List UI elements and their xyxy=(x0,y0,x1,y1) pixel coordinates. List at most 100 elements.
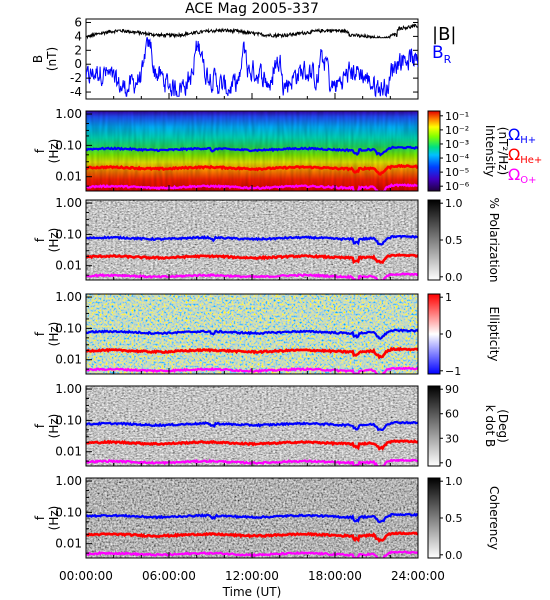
x-axis-label: Time (UT) xyxy=(222,585,282,599)
gyro-line-h xyxy=(86,328,418,340)
colorbar xyxy=(427,477,441,559)
colorbar xyxy=(427,110,441,192)
spec-ytick-label: 0.01 xyxy=(55,259,82,273)
gyro-line-h xyxy=(86,145,418,157)
colorbar-tick-label: 10⁻⁴ xyxy=(445,152,470,165)
gyro-legend-o-sub: O+ xyxy=(520,175,536,186)
gyro-legend-h-sub: H+ xyxy=(520,135,536,146)
b-ylabel: B xyxy=(31,55,45,63)
spec-ytick-label: 0.10 xyxy=(55,413,82,427)
colorbar-tick-label: 60 xyxy=(445,408,459,421)
colorbar-label: Ellipticity xyxy=(487,307,501,362)
x-ticklabel: 12:00:00 xyxy=(225,569,279,583)
colorbar-tick-label: 10⁻⁶ xyxy=(445,180,470,193)
colorbar-tick-label: 1.0 xyxy=(445,475,463,488)
x-axis-ticklabels: 00:00:00 06:00:00 12:00:00 18:00:00 24:00:00 xyxy=(59,569,445,583)
spec-ylabel: f xyxy=(33,331,47,336)
x-ticklabel: 06:00:00 xyxy=(142,569,196,583)
colorbar-tick-label: 10⁻⁵ xyxy=(445,166,469,179)
spec-yunit: (Hz) xyxy=(47,322,61,347)
colorbar-tick-label: 0.5 xyxy=(445,512,463,525)
colorbar-tick-label: 0.5 xyxy=(445,234,463,247)
spec-panel-spectral-intensity: 1.00 0.10 0.01 f (Hz) 10⁻¹10⁻²10⁻³10⁻⁴10⁻⁵10⁻… xyxy=(33,107,510,193)
b-ytick-label: 4 xyxy=(74,29,82,43)
gyro-legend-o-symbol: Ω xyxy=(508,165,520,184)
spec-yunit: (Hz) xyxy=(47,414,61,439)
bmag-legend: |B| xyxy=(432,24,456,45)
spec-body xyxy=(86,294,418,374)
spec-ylabel: f xyxy=(33,148,47,153)
spec-ytick-label: 0.10 xyxy=(55,321,82,335)
colorbar-tick-label: −1 xyxy=(445,365,461,378)
colorbar-label: k dot B xyxy=(483,405,497,447)
x-ticklabel: 24:00:00 xyxy=(391,569,445,583)
gyro-legend: ΩH+ ΩHe+ ΩO+ xyxy=(508,125,542,186)
spectrogram-panels: 1.000.100.01f (Hz)10⁻¹10⁻²10⁻³10⁻⁴10⁻⁵10⁻… xyxy=(33,107,510,562)
x-ticklabel: 18:00:00 xyxy=(308,569,362,583)
br-legend-sub: R xyxy=(444,53,452,66)
gyro-legend-h: ΩH+ xyxy=(508,125,536,146)
spec-body xyxy=(86,386,418,466)
gyro-legend-he: ΩHe+ xyxy=(508,145,542,166)
spec-ytick-label: 0.10 xyxy=(55,505,82,519)
spec-panel-polarization: 1.00 0.10 0.01 f (Hz) 1.0 0.5 0.0 % Polarization xyxy=(33,196,501,284)
gyro-line-he xyxy=(86,346,418,360)
spec-ytick-label: 1.00 xyxy=(55,474,82,488)
br-legend-main: B xyxy=(432,43,444,63)
spec-body xyxy=(86,478,418,558)
colorbar-tick-label: 1 xyxy=(445,291,452,304)
gyro-legend-he-symbol: Ω xyxy=(508,145,520,164)
spec-body xyxy=(86,111,418,191)
colorbar-unit: (nT²/Hz) xyxy=(496,127,510,175)
colorbar-tick-label: 0 xyxy=(445,457,452,470)
colorbar-tick-label: 0 xyxy=(445,328,452,341)
colorbar-unit: (Deg) xyxy=(496,409,510,443)
spec-panel-wave-normal-angle: 1.00 0.10 0.01 f (Hz) 90 60 30 0 k dot B (Deg) xyxy=(33,382,510,470)
spec-yunit: (Hz) xyxy=(47,228,61,253)
spec-panel-ellipticity: 1.00 0.10 0.01 f (Hz) 1 0 −1 Ellipticity xyxy=(33,290,501,378)
figure-title: ACE Mag 2005-337 xyxy=(185,1,319,17)
colorbar xyxy=(427,385,441,467)
spec-ytick-label: 1.00 xyxy=(55,196,82,210)
gyro-line-h xyxy=(86,420,418,432)
gyro-line-he xyxy=(86,253,418,265)
spec-body xyxy=(86,200,418,280)
b-ytick-label: -2 xyxy=(70,71,82,85)
b-yunit: (nT) xyxy=(45,47,59,71)
gyro-legend-o: ΩO+ xyxy=(508,165,536,186)
colorbar-tick-label: 0.0 xyxy=(445,271,463,284)
spec-ytick-label: 0.01 xyxy=(55,170,82,184)
colorbar xyxy=(427,199,441,281)
colorbar-tick-label: 10⁻² xyxy=(445,124,469,137)
gyro-line-h xyxy=(86,512,418,524)
gyro-line-he xyxy=(86,163,418,176)
spec-ytick-label: 0.10 xyxy=(55,138,82,152)
colorbar-tick-label: 1.0 xyxy=(445,197,463,210)
colorbar-label: % Polarization xyxy=(487,198,501,283)
colorbar-label: Coherency xyxy=(487,486,501,550)
colorbar-tick-label: 30 xyxy=(445,432,459,445)
spec-ylabel: f xyxy=(33,237,47,242)
colorbar xyxy=(427,293,441,375)
b-ytick-label: 6 xyxy=(74,15,82,29)
gyro-legend-he-sub: He+ xyxy=(520,155,542,166)
spec-ytick-label: 0.10 xyxy=(55,227,82,241)
spec-ytick-label: 0.01 xyxy=(55,537,82,551)
colorbar-tick-label: 10⁻¹ xyxy=(445,110,469,123)
spec-ytick-label: 0.01 xyxy=(55,353,82,367)
b-ytick-label: -4 xyxy=(70,85,82,99)
br-series-line xyxy=(86,37,418,98)
bmag-series-line xyxy=(86,23,418,40)
gyro-line-he xyxy=(86,439,418,451)
b-ytick-label: 0 xyxy=(74,57,82,71)
gyro-line-he xyxy=(86,531,418,543)
colorbar-tick-label: 90 xyxy=(445,383,459,396)
br-legend: BR xyxy=(432,43,452,66)
spec-yunit: (Hz) xyxy=(47,139,61,164)
spec-ytick-label: 1.00 xyxy=(55,107,82,121)
spec-ylabel: f xyxy=(33,423,47,428)
x-ticklabel: 00:00:00 xyxy=(59,569,113,583)
